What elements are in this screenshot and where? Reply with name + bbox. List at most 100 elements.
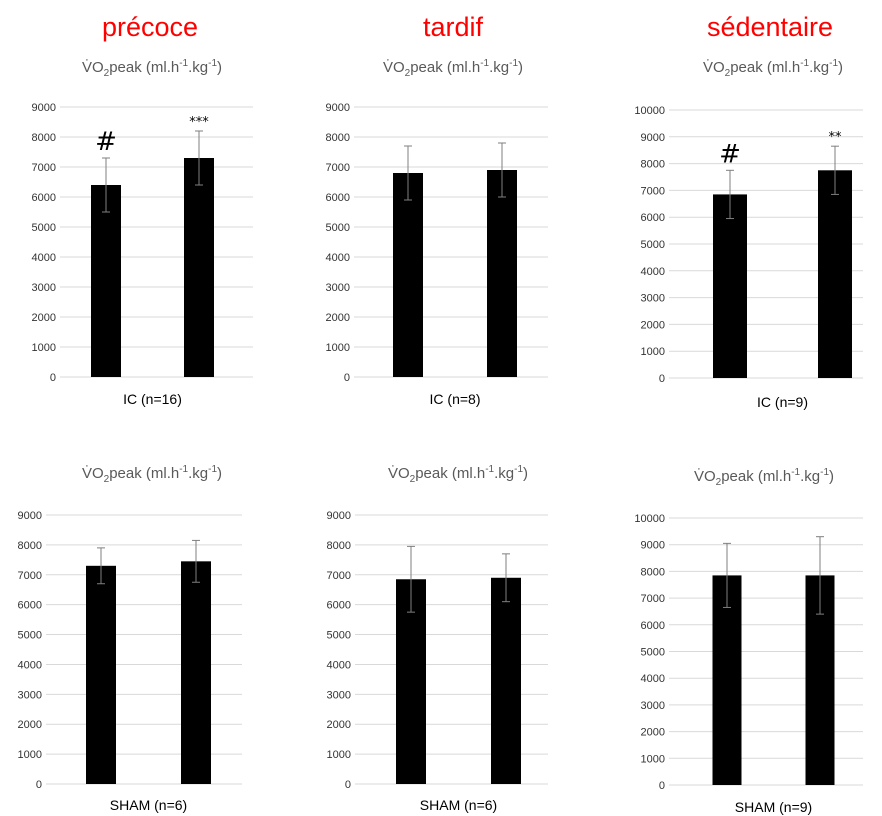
y-tick-label: 7000 (327, 570, 351, 582)
column-title-precoce: précoce (102, 12, 198, 42)
chart-panel-6: V̇O2peak (ml.h-1.kg-1) 0 1000 2000 3000 4000 5… (634, 467, 863, 815)
significance-annotation: # (719, 139, 741, 169)
y-tick-label: 8000 (641, 159, 665, 171)
y-tick-label: 5000 (641, 239, 665, 251)
panel-title: V̇O2peak (ml.h-1.kg-1) (694, 467, 834, 488)
y-tick-label: 2000 (326, 312, 350, 324)
column-title-sedentaire: sédentaire (707, 12, 833, 42)
chart-panel-2: V̇O2peak (ml.h-1.kg-1) 0 1000 2000 3000 4000 5… (326, 58, 548, 407)
y-tick-label: 7000 (326, 162, 350, 174)
y-tick-label: 8000 (32, 132, 56, 144)
y-tick-label: 0 (344, 372, 350, 384)
y-tick-label: 4000 (327, 659, 351, 671)
y-tick-label: 2000 (32, 312, 56, 324)
y-tick-label: 7000 (641, 185, 665, 197)
bar (713, 194, 747, 378)
y-tick-label: 2000 (18, 719, 42, 731)
bar (712, 575, 742, 785)
y-tick-label: 0 (50, 372, 56, 384)
y-tick-label: 1000 (641, 753, 665, 765)
y-tick-label: 5000 (18, 630, 42, 642)
x-axis-label: SHAM (n=9) (735, 799, 812, 815)
y-tick-label: 0 (36, 779, 42, 791)
bar (393, 173, 423, 377)
y-tick-label: 8000 (326, 132, 350, 144)
y-tick-label: 8000 (641, 566, 665, 578)
panel-title: V̇O2peak (ml.h-1.kg-1) (82, 464, 222, 485)
x-axis-label: IC (n=8) (430, 391, 481, 407)
y-tick-label: 7000 (641, 593, 665, 605)
y-tick-label: 1000 (32, 342, 56, 354)
y-tick-label: 3000 (326, 282, 350, 294)
y-tick-label: 3000 (32, 282, 56, 294)
y-tick-label: 9000 (18, 510, 42, 522)
chart-panel-3: V̇O2peak (ml.h-1.kg-1) 0 1000 2000 3000 4000 5… (634, 58, 863, 410)
y-tick-label: 9000 (641, 540, 665, 552)
y-tick-label: 8000 (18, 540, 42, 552)
y-tick-label: 9000 (641, 132, 665, 144)
y-tick-label: 6000 (641, 212, 665, 224)
y-tick-label: 6000 (327, 600, 351, 612)
y-tick-label: 5000 (326, 222, 350, 234)
y-tick-label: 5000 (327, 630, 351, 642)
y-tick-label: 1000 (18, 749, 42, 761)
y-tick-label: 6000 (326, 192, 350, 204)
y-tick-label: 4000 (326, 252, 350, 264)
chart-panel-5: V̇O2peak (ml.h-1.kg-1) 0 1000 2000 3000 4000 5… (327, 464, 548, 813)
significance-annotation: ** (829, 130, 843, 145)
y-tick-label: 4000 (32, 252, 56, 264)
y-tick-label: 4000 (641, 673, 665, 685)
y-tick-label: 4000 (641, 266, 665, 278)
column-title-tardif: tardif (423, 12, 484, 42)
y-tick-label: 4000 (18, 659, 42, 671)
chart-panels: V̇O2peak (ml.h-1.kg-1) 0 1000 2000 3000 4000 5… (18, 58, 863, 815)
panel-title: V̇O2peak (ml.h-1.kg-1) (703, 58, 843, 79)
y-tick-label: 3000 (641, 293, 665, 305)
x-axis-label: SHAM (n=6) (420, 797, 497, 813)
y-tick-label: 9000 (326, 102, 350, 114)
bar (818, 170, 852, 378)
y-tick-label: 1000 (327, 749, 351, 761)
significance-annotation: *** (189, 115, 209, 130)
y-tick-label: 10000 (634, 513, 665, 525)
y-tick-label: 0 (659, 373, 665, 385)
y-tick-label: 6000 (641, 620, 665, 632)
bar (396, 579, 426, 784)
y-tick-label: 7000 (18, 570, 42, 582)
y-tick-label: 1000 (326, 342, 350, 354)
x-axis-label: IC (n=9) (757, 394, 808, 410)
y-tick-label: 1000 (641, 346, 665, 358)
x-axis-label: IC (n=16) (123, 391, 182, 407)
chart-panel-1: V̇O2peak (ml.h-1.kg-1) 0 1000 2000 3000 4000 5… (32, 58, 253, 407)
bar (181, 561, 211, 784)
panel-title: V̇O2peak (ml.h-1.kg-1) (82, 58, 222, 79)
x-axis-label: SHAM (n=6) (110, 797, 187, 813)
significance-annotation: # (95, 127, 117, 157)
y-tick-label: 9000 (327, 510, 351, 522)
bar (86, 565, 116, 784)
y-tick-label: 2000 (327, 719, 351, 731)
bar (487, 170, 517, 377)
y-tick-label: 8000 (327, 540, 351, 552)
y-tick-label: 2000 (641, 727, 665, 739)
bar (184, 158, 214, 377)
y-tick-label: 3000 (641, 700, 665, 712)
y-tick-label: 5000 (32, 222, 56, 234)
y-tick-label: 7000 (32, 162, 56, 174)
y-tick-label: 6000 (32, 192, 56, 204)
y-tick-label: 3000 (327, 689, 351, 701)
y-tick-label: 2000 (641, 319, 665, 331)
y-tick-label: 0 (659, 780, 665, 792)
y-tick-label: 9000 (32, 102, 56, 114)
panel-title: V̇O2peak (ml.h-1.kg-1) (383, 58, 523, 79)
y-tick-label: 3000 (18, 689, 42, 701)
panel-title: V̇O2peak (ml.h-1.kg-1) (388, 464, 528, 485)
bar (91, 185, 121, 377)
chart-panel-4: V̇O2peak (ml.h-1.kg-1) 0 1000 2000 3000 4000 5… (18, 464, 242, 813)
y-tick-label: 10000 (634, 105, 665, 117)
y-tick-label: 5000 (641, 647, 665, 659)
y-tick-label: 0 (345, 779, 351, 791)
bar (491, 577, 521, 784)
y-tick-label: 6000 (18, 600, 42, 612)
